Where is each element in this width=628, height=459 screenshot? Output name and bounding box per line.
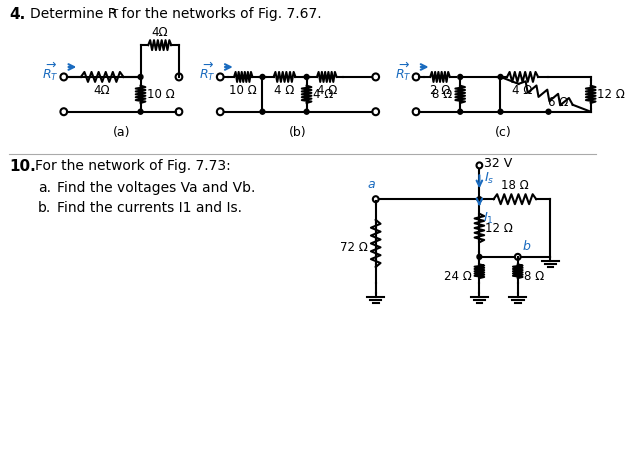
Text: 10.: 10. [9, 159, 36, 174]
Text: 4 Ω: 4 Ω [313, 88, 333, 101]
Circle shape [477, 254, 482, 259]
Circle shape [304, 74, 309, 79]
Text: $\overrightarrow{R_T}$: $\overrightarrow{R_T}$ [394, 61, 411, 83]
Circle shape [304, 109, 309, 114]
Text: 12 Ω: 12 Ω [485, 222, 513, 235]
Text: 6 Ω: 6 Ω [548, 96, 568, 109]
Text: 4Ω: 4Ω [151, 26, 168, 39]
Text: 8 Ω: 8 Ω [524, 270, 544, 283]
Text: 72 Ω: 72 Ω [340, 241, 368, 254]
Circle shape [260, 74, 265, 79]
Text: 2 Ω: 2 Ω [430, 84, 450, 97]
Text: (b): (b) [289, 126, 307, 139]
Text: 4 Ω: 4 Ω [512, 84, 533, 97]
Text: 4.: 4. [9, 7, 25, 22]
Text: For the network of Fig. 7.73:: For the network of Fig. 7.73: [35, 159, 230, 174]
Text: Find the voltages Va and Vb.: Find the voltages Va and Vb. [57, 181, 256, 195]
Text: (a): (a) [112, 126, 130, 139]
Circle shape [498, 74, 503, 79]
Text: Find the currents I1 and Is.: Find the currents I1 and Is. [57, 201, 242, 215]
Text: 4 Ω: 4 Ω [317, 84, 337, 97]
Text: 10 Ω: 10 Ω [229, 84, 257, 97]
Text: for the networks of Fig. 7.67.: for the networks of Fig. 7.67. [117, 7, 321, 22]
Text: 32 V: 32 V [484, 157, 512, 170]
Text: (c): (c) [495, 126, 512, 139]
Text: 10 Ω: 10 Ω [148, 88, 175, 101]
Text: b.: b. [38, 201, 51, 215]
Circle shape [260, 109, 265, 114]
Text: 8 Ω: 8 Ω [432, 88, 453, 101]
Text: 12 Ω: 12 Ω [597, 88, 625, 101]
Circle shape [477, 197, 482, 202]
Circle shape [458, 109, 463, 114]
Text: $\overrightarrow{R_T}$: $\overrightarrow{R_T}$ [199, 61, 215, 83]
Circle shape [138, 74, 143, 79]
Circle shape [458, 74, 463, 79]
Circle shape [498, 109, 503, 114]
Text: b: b [522, 240, 531, 253]
Text: a.: a. [38, 181, 51, 195]
Text: 4Ω: 4Ω [94, 84, 111, 97]
Text: Determine R: Determine R [30, 7, 117, 22]
Text: 24 Ω: 24 Ω [444, 270, 472, 283]
Text: $I_1$: $I_1$ [483, 211, 494, 226]
Text: a: a [367, 178, 375, 191]
Text: $I_s$: $I_s$ [484, 171, 495, 186]
Text: $\overrightarrow{R_T}$: $\overrightarrow{R_T}$ [42, 61, 59, 83]
Circle shape [546, 109, 551, 114]
Circle shape [138, 109, 143, 114]
Text: 18 Ω: 18 Ω [501, 179, 529, 192]
Text: 4 Ω: 4 Ω [274, 84, 295, 97]
Text: T: T [111, 9, 117, 19]
